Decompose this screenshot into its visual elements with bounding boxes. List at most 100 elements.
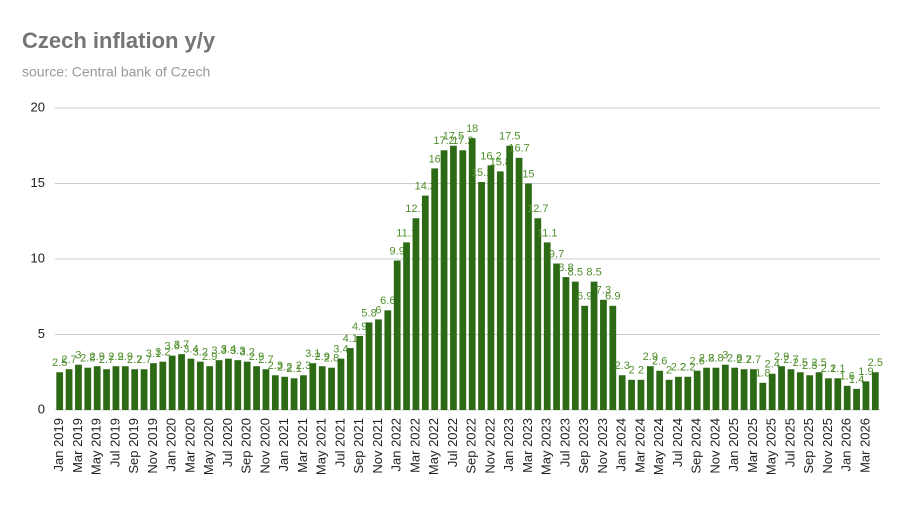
value-label: 2.1 [830,363,845,375]
value-label: 15.8 [490,156,511,168]
bar [750,369,757,410]
chart-title: Czech inflation y/y [22,28,216,53]
value-label: 2.7 [746,354,761,366]
x-tick-label: Mar 2021 [295,418,310,473]
x-tick-label: Nov 2025 [820,418,835,474]
value-label: 2.7 [258,354,273,366]
value-label: 2.2 [277,362,292,374]
bar [225,358,232,410]
bar [431,168,439,410]
bar [459,150,467,410]
bar [159,361,167,410]
bar [300,375,307,410]
value-label: 3.4 [221,344,236,356]
bar [778,366,785,410]
bar [815,372,823,410]
bar [796,372,804,410]
bar [628,379,635,410]
bar [93,366,101,410]
value-label: 16.7 [508,143,529,155]
value-label: 2.9 [249,351,264,363]
value-label: 2.2 [680,362,695,374]
bar [825,378,832,410]
bar [131,369,139,410]
bar [65,369,73,410]
value-label: 2.9 [108,351,123,363]
bar [318,366,326,410]
bar [712,367,720,410]
bar [178,354,185,410]
bar [281,376,289,410]
value-label: 2.4 [765,359,780,371]
value-label: 2.9 [118,351,133,363]
value-label: 15 [522,168,534,180]
bar [703,367,710,410]
value-label: 17.2 [433,135,454,147]
x-tick-label: Mar 2020 [182,418,197,473]
x-tick-label: Jan 2023 [501,418,516,472]
bar [328,367,335,410]
value-label: 2.9 [315,351,330,363]
value-label: 1.6 [840,371,855,383]
bar [234,360,242,410]
value-label: 11.1 [537,227,558,239]
x-tick-label: May 2024 [651,418,666,475]
bar [103,369,110,410]
x-tick-label: Sep 2019 [126,418,141,474]
y-tick-label: 5 [38,326,45,341]
x-tick-label: Jul 2021 [332,418,347,467]
bar [609,305,617,410]
x-tick-label: May 2023 [539,418,554,475]
bar [731,367,739,410]
value-label: 8.5 [586,267,601,279]
value-label: 3.3 [211,345,226,357]
x-tick-label: Sep 2025 [801,418,816,474]
value-label: 3.3 [230,345,245,357]
x-tick-label: Nov 2024 [707,418,722,474]
bar [562,277,570,410]
value-label: 8.5 [568,267,583,279]
bar [365,322,373,410]
bar [75,364,82,410]
bar [487,165,495,410]
value-label: 17.5 [443,131,464,143]
value-label: 2 [629,365,635,377]
bar [356,336,364,410]
x-tick-label: Sep 2023 [576,418,591,474]
bar [403,242,410,410]
value-label: 14.2 [415,180,436,192]
value-label: 2.3 [268,360,283,372]
value-label: 6.9 [605,291,620,303]
value-label: 3 [75,350,81,362]
bar [571,281,579,410]
x-tick-label: May 2021 [314,418,329,475]
value-label: 3.4 [333,344,348,356]
y-tick-label: 15 [31,175,45,190]
bar [553,263,560,410]
x-tick-label: Mar 2022 [407,418,422,473]
bar [740,369,748,410]
x-tick-label: Jan 2021 [276,418,291,472]
x-tick-label: Nov 2023 [595,418,610,474]
bar [871,372,879,410]
bar [534,218,542,410]
value-label: 2.5 [52,357,67,369]
value-label: 3.7 [174,339,189,351]
bar [675,376,682,410]
value-label: 8.8 [558,262,573,274]
value-label: 2.7 [736,354,751,366]
x-tick-label: Jul 2022 [445,418,460,467]
bar [206,366,214,410]
value-label: 2.8 [80,353,95,365]
value-label: 2.9 [774,351,789,363]
value-label: 2.6 [690,356,705,368]
x-tick-label: Jul 2025 [782,418,797,467]
bar [806,375,814,410]
bar [450,145,457,410]
value-label: 9.7 [549,248,564,260]
value-label: 1.9 [858,366,873,378]
bar [646,366,654,410]
bar [862,381,870,410]
bar [421,195,429,410]
x-tick-label: Nov 2022 [482,418,497,474]
